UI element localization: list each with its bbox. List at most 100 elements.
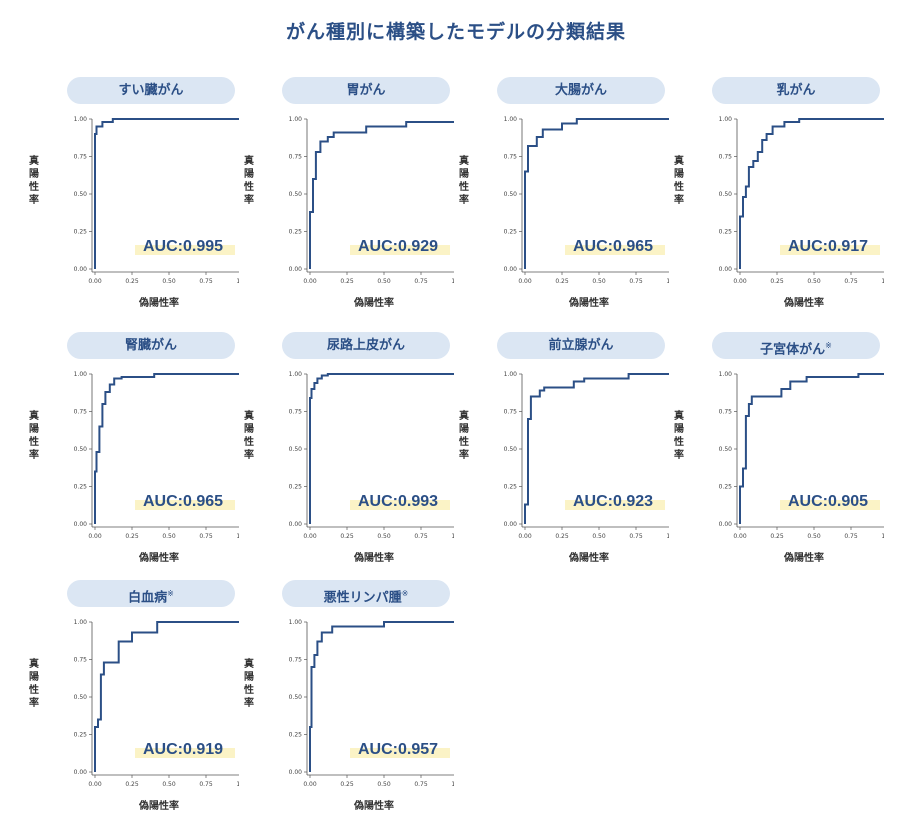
x-tick-label: 0.00 (303, 781, 317, 788)
y-tick-label: 0.50 (74, 694, 88, 701)
auc-label: AUC:0.929 (358, 238, 438, 255)
x-tick-label: 0.25 (340, 533, 354, 540)
roc-svg: 0.00 0.25 0.50 0.75 1.00 0.00 0.25 0.50 0.75 1.00… (289, 116, 454, 285)
y-tick-label: 0.00 (289, 521, 303, 528)
x-tick-label: 0.50 (162, 278, 176, 285)
x-tick-label: 1.00 (451, 781, 454, 788)
x-tick-label: 0.25 (555, 278, 569, 285)
x-tick-label: 0.75 (844, 278, 858, 285)
y-tick-label: 1.00 (74, 371, 88, 378)
roc-svg: 0.00 0.25 0.50 0.75 1.00 0.00 0.25 0.50 0.75 1.00… (74, 619, 239, 788)
x-tick-label: 1.00 (236, 781, 239, 788)
panel-title: 胃がん (282, 77, 450, 104)
y-axis-label: 真陽性率 (244, 411, 254, 461)
x-tick-label: 0.25 (125, 533, 139, 540)
y-tick-label: 0.75 (74, 657, 88, 664)
panel-title: 腎臓がん (67, 332, 235, 359)
y-tick-label: 0.50 (289, 191, 303, 198)
y-axis-label: 真陽性率 (244, 156, 254, 206)
auc-highlight (565, 500, 665, 510)
auc-label: AUC:0.923 (573, 493, 653, 510)
x-tick-label: 0.25 (340, 278, 354, 285)
y-tick-label: 0.00 (504, 521, 518, 528)
panel-title-text: すい臓がん (118, 83, 184, 98)
x-tick-label: 0.00 (518, 533, 532, 540)
auc-highlight (350, 245, 450, 255)
x-tick-label: 0.25 (770, 533, 784, 540)
panel-title-text: 前立腺がん (548, 338, 614, 353)
x-tick-label: 1.00 (236, 533, 239, 540)
x-tick-label: 0.50 (592, 278, 606, 285)
auc-highlight (565, 245, 665, 255)
roc-curve (739, 118, 884, 269)
auc-highlight (780, 245, 880, 255)
roc-panel: 悪性リンパ腫※真陽性率0.000.250.500.751.000.000.250… (240, 580, 455, 825)
y-tick-label: 0.25 (74, 484, 88, 491)
panel-title-text: 悪性リンパ腫 (323, 590, 402, 606)
panel-title: 尿路上皮がん (282, 332, 450, 359)
panel-title: 子宮体がん※ (712, 332, 880, 359)
x-axis-label: 偽陽性率 (139, 801, 179, 812)
roc-plot: 0.00 0.25 0.50 0.75 1.00 0.00 0.25 0.50 0.75 1.00… (258, 111, 454, 301)
y-tick-label: 0.50 (504, 446, 518, 453)
x-tick-label: 1.00 (236, 278, 239, 285)
x-tick-label: 0.75 (414, 533, 428, 540)
y-tick-label: 0.00 (719, 266, 733, 273)
panel-title-text: 胃がん (346, 83, 386, 98)
y-tick-label: 1.00 (504, 116, 518, 123)
panel-title-text: 子宮体がん (760, 342, 826, 358)
auc-label: AUC:0.905 (788, 493, 868, 510)
x-axis-label: 偽陽性率 (139, 298, 179, 309)
auc-highlight (135, 245, 235, 255)
y-tick-label: 0.50 (74, 191, 88, 198)
x-tick-label: 0.75 (629, 278, 643, 285)
panel-title: すい臓がん (67, 77, 235, 104)
roc-curve (94, 373, 239, 524)
y-tick-label: 0.50 (289, 694, 303, 701)
x-tick-label: 0.50 (162, 781, 176, 788)
y-tick-label: 0.50 (289, 446, 303, 453)
x-tick-label: 1.00 (451, 533, 454, 540)
y-tick-label: 0.75 (504, 154, 518, 161)
y-tick-label: 0.50 (719, 446, 733, 453)
panel-title-text: 大腸がん (554, 83, 607, 98)
y-tick-label: 1.00 (289, 619, 303, 626)
auc-label: AUC:0.965 (143, 493, 223, 510)
roc-curve (739, 373, 884, 524)
y-axis-label: 真陽性率 (674, 411, 684, 461)
y-tick-label: 0.25 (504, 484, 518, 491)
roc-plot: 0.00 0.25 0.50 0.75 1.00 0.00 0.25 0.50 0.75 1.00… (688, 366, 884, 556)
y-axis-label: 真陽性率 (244, 659, 254, 709)
roc-plot: 0.00 0.25 0.50 0.75 1.00 0.00 0.25 0.50 0.75 1.00… (43, 366, 239, 556)
x-axis-label: 偽陽性率 (354, 801, 394, 812)
roc-svg: 0.00 0.25 0.50 0.75 1.00 0.00 0.25 0.50 0.75 1.00… (289, 619, 454, 788)
x-tick-label: 0.75 (414, 278, 428, 285)
panel-title-note: ※ (167, 589, 174, 598)
x-axis-label: 偽陽性率 (569, 298, 609, 309)
y-tick-label: 1.00 (289, 371, 303, 378)
roc-panel: 子宮体がん※真陽性率0.000.250.500.751.000.000.250.… (670, 332, 885, 577)
x-tick-label: 0.00 (518, 278, 532, 285)
y-tick-label: 0.25 (74, 732, 88, 739)
panel-title-text: 腎臓がん (124, 338, 177, 353)
y-tick-label: 1.00 (289, 116, 303, 123)
y-tick-label: 0.25 (504, 229, 518, 236)
y-tick-label: 0.25 (289, 484, 303, 491)
y-tick-label: 0.00 (289, 769, 303, 776)
x-tick-label: 0.00 (88, 278, 102, 285)
auc-highlight (350, 500, 450, 510)
y-tick-label: 0.00 (504, 266, 518, 273)
y-tick-label: 0.25 (289, 732, 303, 739)
roc-plot: 0.00 0.25 0.50 0.75 1.00 0.00 0.25 0.50 0.75 1.00… (258, 614, 454, 804)
roc-plot: 0.00 0.25 0.50 0.75 1.00 0.00 0.25 0.50 0.75 1.00… (43, 111, 239, 301)
y-tick-label: 0.00 (74, 521, 88, 528)
x-tick-label: 0.00 (303, 278, 317, 285)
x-tick-label: 0.75 (629, 533, 643, 540)
y-tick-label: 0.25 (719, 484, 733, 491)
y-tick-label: 0.50 (719, 191, 733, 198)
auc-label: AUC:0.995 (143, 238, 223, 255)
y-tick-label: 0.75 (504, 409, 518, 416)
